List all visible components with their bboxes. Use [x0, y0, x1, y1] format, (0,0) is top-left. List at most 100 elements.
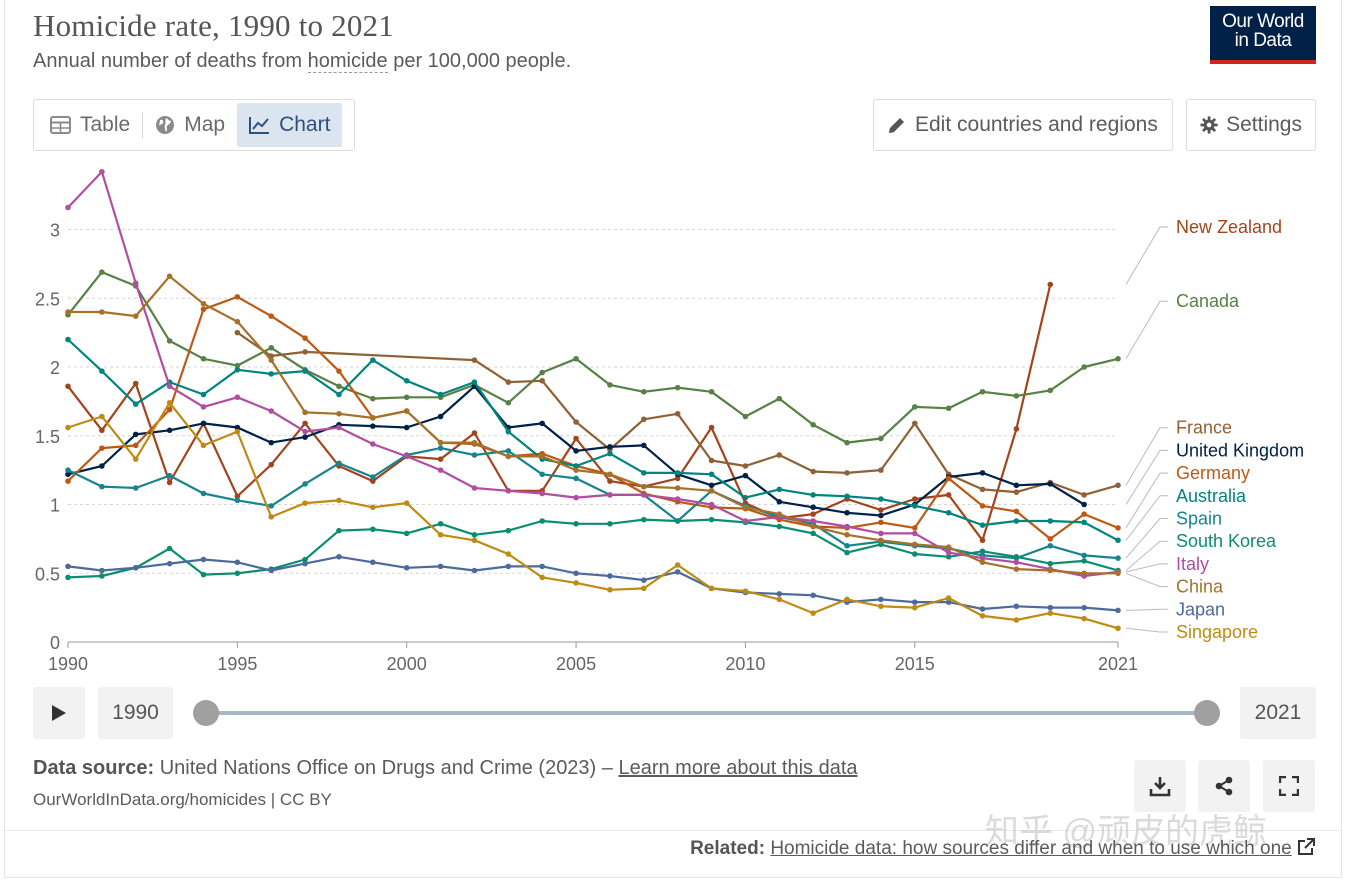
data-point[interactable] [810, 504, 816, 511]
settings-button[interactable]: Settings [1186, 99, 1316, 151]
data-point[interactable] [505, 527, 512, 534]
timeline-slider-track[interactable] [206, 711, 1207, 715]
series-line[interactable] [68, 275, 1118, 575]
play-button[interactable] [33, 687, 85, 739]
data-point[interactable] [471, 531, 478, 538]
data-point[interactable] [844, 523, 850, 530]
data-point[interactable] [200, 556, 207, 563]
fullscreen-button[interactable] [1263, 760, 1315, 812]
data-point[interactable] [234, 362, 241, 369]
data-point[interactable] [99, 368, 105, 374]
data-point[interactable] [911, 420, 918, 427]
data-point[interactable] [1013, 508, 1020, 515]
series-label[interactable]: Australia [1176, 486, 1247, 506]
data-point[interactable] [776, 523, 783, 530]
series-label[interactable]: Spain [1176, 509, 1222, 529]
data-point[interactable] [776, 452, 783, 458]
data-point[interactable] [607, 573, 613, 579]
data-point[interactable] [674, 562, 681, 568]
data-point[interactable] [234, 294, 241, 300]
homicide-definition-link[interactable]: homicide [307, 50, 388, 73]
series-line[interactable] [67, 518, 1119, 579]
data-point[interactable] [878, 435, 884, 442]
data-point[interactable] [573, 475, 579, 482]
data-point[interactable] [302, 481, 308, 487]
data-point[interactable] [674, 475, 681, 482]
data-point[interactable] [844, 549, 850, 556]
data-point[interactable] [403, 530, 410, 537]
data-point[interactable] [945, 599, 952, 605]
data-point[interactable] [945, 492, 952, 498]
series-label[interactable]: China [1176, 577, 1224, 597]
data-point[interactable] [1013, 559, 1020, 566]
timeline-end-handle[interactable] [1194, 700, 1220, 726]
data-point[interactable] [200, 571, 207, 578]
data-point[interactable] [99, 573, 105, 579]
data-point[interactable] [742, 472, 749, 479]
data-point[interactable] [979, 388, 986, 395]
data-point[interactable] [268, 357, 275, 363]
series-label[interactable]: Singapore [1176, 622, 1258, 642]
data-point[interactable] [539, 490, 545, 497]
data-point[interactable] [302, 500, 308, 506]
data-point[interactable] [200, 420, 207, 427]
data-point[interactable] [99, 168, 105, 175]
series-label[interactable]: Japan [1176, 599, 1225, 619]
data-point[interactable] [979, 486, 986, 493]
data-point[interactable] [302, 409, 308, 416]
data-point[interactable] [878, 507, 884, 513]
data-point[interactable] [844, 470, 850, 476]
data-point[interactable] [505, 379, 512, 385]
data-point[interactable] [674, 384, 681, 391]
data-point[interactable] [1115, 555, 1121, 561]
data-point[interactable] [234, 428, 241, 435]
data-point[interactable] [65, 574, 71, 581]
data-point[interactable] [878, 519, 884, 526]
data-point[interactable] [810, 592, 816, 599]
data-point[interactable] [674, 518, 681, 524]
data-point[interactable] [911, 404, 918, 410]
data-point[interactable] [945, 553, 952, 560]
data-point[interactable] [370, 395, 376, 402]
series-italy[interactable] [65, 168, 1121, 579]
data-point[interactable] [1013, 553, 1020, 560]
data-point[interactable] [166, 338, 173, 344]
data-point[interactable] [1013, 603, 1020, 610]
data-point[interactable] [437, 456, 444, 462]
data-point[interactable] [336, 553, 342, 560]
data-point[interactable] [268, 344, 275, 351]
owid-logo[interactable]: Our World in Data [1210, 6, 1316, 64]
data-point[interactable] [268, 313, 275, 319]
data-point[interactable] [945, 549, 952, 556]
data-point[interactable] [776, 486, 783, 493]
data-point[interactable] [1081, 558, 1087, 564]
data-point[interactable] [336, 410, 342, 417]
data-point[interactable] [708, 471, 715, 478]
data-point[interactable] [979, 537, 986, 544]
data-point[interactable] [979, 522, 986, 528]
data-point[interactable] [166, 560, 173, 567]
data-point[interactable] [166, 399, 173, 406]
data-point[interactable] [268, 439, 275, 446]
data-point[interactable] [370, 441, 376, 447]
data-point[interactable] [437, 563, 444, 570]
data-point[interactable] [810, 511, 816, 517]
data-point[interactable] [471, 485, 478, 491]
data-point[interactable] [302, 335, 308, 341]
data-point[interactable] [234, 493, 241, 500]
data-point[interactable] [1081, 604, 1087, 611]
data-point[interactable] [674, 485, 681, 491]
data-point[interactable] [99, 269, 105, 275]
data-point[interactable] [776, 591, 783, 597]
data-point[interactable] [302, 368, 308, 374]
data-point[interactable] [742, 413, 749, 420]
data-point[interactable] [302, 434, 308, 440]
data-point[interactable] [810, 518, 816, 524]
data-point[interactable] [641, 585, 647, 592]
data-point[interactable] [742, 504, 749, 511]
data-point[interactable] [336, 391, 342, 398]
data-point[interactable] [370, 357, 376, 363]
data-point[interactable] [99, 483, 105, 490]
data-point[interactable] [99, 309, 105, 315]
data-point[interactable] [1047, 604, 1054, 611]
